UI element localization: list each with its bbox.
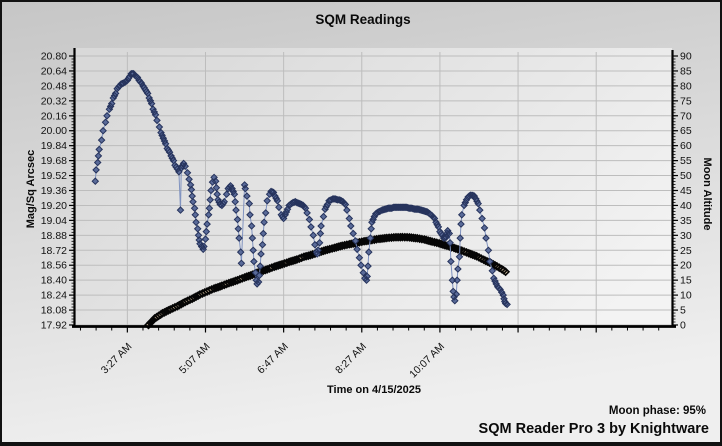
y-left-tick-label: 20.64 bbox=[41, 65, 67, 77]
y-right-tick-label: 80 bbox=[680, 80, 692, 92]
y-right-tick-label: 50 bbox=[680, 170, 692, 182]
y-right-tick-label: 10 bbox=[680, 290, 692, 302]
plot-background bbox=[75, 48, 672, 327]
y-left-tick-label: 18.40 bbox=[41, 275, 67, 287]
y-left-tick-label: 20.00 bbox=[41, 125, 67, 137]
y-left-tick-label: 19.84 bbox=[41, 140, 67, 152]
y-left-tick-label: 19.52 bbox=[41, 170, 67, 182]
y-left-tick-label: 19.68 bbox=[41, 155, 67, 167]
y-left-tick-label: 18.24 bbox=[41, 290, 67, 302]
y-right-tick-label: 5 bbox=[680, 305, 686, 317]
moon-phase-text: Moon phase: 95% bbox=[609, 405, 706, 417]
axes bbox=[72, 48, 676, 328]
y-left-tick-label: 18.88 bbox=[41, 230, 67, 242]
y-left-tick-label: 19.20 bbox=[41, 200, 67, 212]
y-axis-title-left: Mag/Sq Arcsec bbox=[25, 150, 37, 228]
y-right-tick-label: 65 bbox=[680, 125, 692, 137]
chart-title: SQM Readings bbox=[315, 12, 410, 27]
y-left-tick-label: 20.32 bbox=[41, 95, 67, 107]
y-left-tick-label: 20.80 bbox=[41, 51, 67, 63]
y-right-tick-label: 55 bbox=[680, 155, 692, 167]
y-left-tick-label: 20.16 bbox=[41, 110, 67, 122]
y-right-tick-label: 20 bbox=[680, 260, 692, 272]
moon-altitude-series bbox=[143, 232, 511, 330]
y-left-tick-label: 20.48 bbox=[41, 80, 67, 92]
app-credit-text: SQM Reader Pro 3 by Knightware bbox=[479, 421, 709, 437]
x-axis-title: Time on 4/15/2025 bbox=[327, 384, 421, 396]
y-left-tick-label: 18.56 bbox=[41, 260, 67, 272]
y-right-tick-label: 45 bbox=[680, 185, 692, 197]
sqm-series-markers bbox=[91, 69, 511, 309]
y-axis-title-right: Moon Altitude bbox=[701, 158, 713, 231]
y-right-tick-label: 0 bbox=[680, 319, 686, 331]
y-right-tick-label: 35 bbox=[680, 215, 692, 227]
y-right-tick-label: 75 bbox=[680, 95, 692, 107]
y-right-tick-label: 90 bbox=[680, 51, 692, 63]
y-left-tick-label: 17.92 bbox=[41, 319, 67, 331]
y-right-tick-label: 15 bbox=[680, 275, 692, 287]
y-right-tick-label: 60 bbox=[680, 140, 692, 152]
y-left-tick-label: 19.04 bbox=[41, 215, 67, 227]
y-left-tick-label: 19.36 bbox=[41, 185, 67, 197]
y-right-tick-label: 40 bbox=[680, 200, 692, 212]
plot-area: 20.80 20.64 20.48 20.32 20.16 20.00 19.84 19.68… bbox=[41, 48, 692, 380]
y-left-tick-label: 18.72 bbox=[41, 245, 67, 257]
y-right-tick-label: 30 bbox=[680, 230, 692, 242]
y-right-tick-label: 85 bbox=[680, 65, 692, 77]
y-right-tick-label: 25 bbox=[680, 245, 692, 257]
y-right-tick-label: 70 bbox=[680, 110, 692, 122]
y-left-tick-label: 18.08 bbox=[41, 305, 67, 317]
